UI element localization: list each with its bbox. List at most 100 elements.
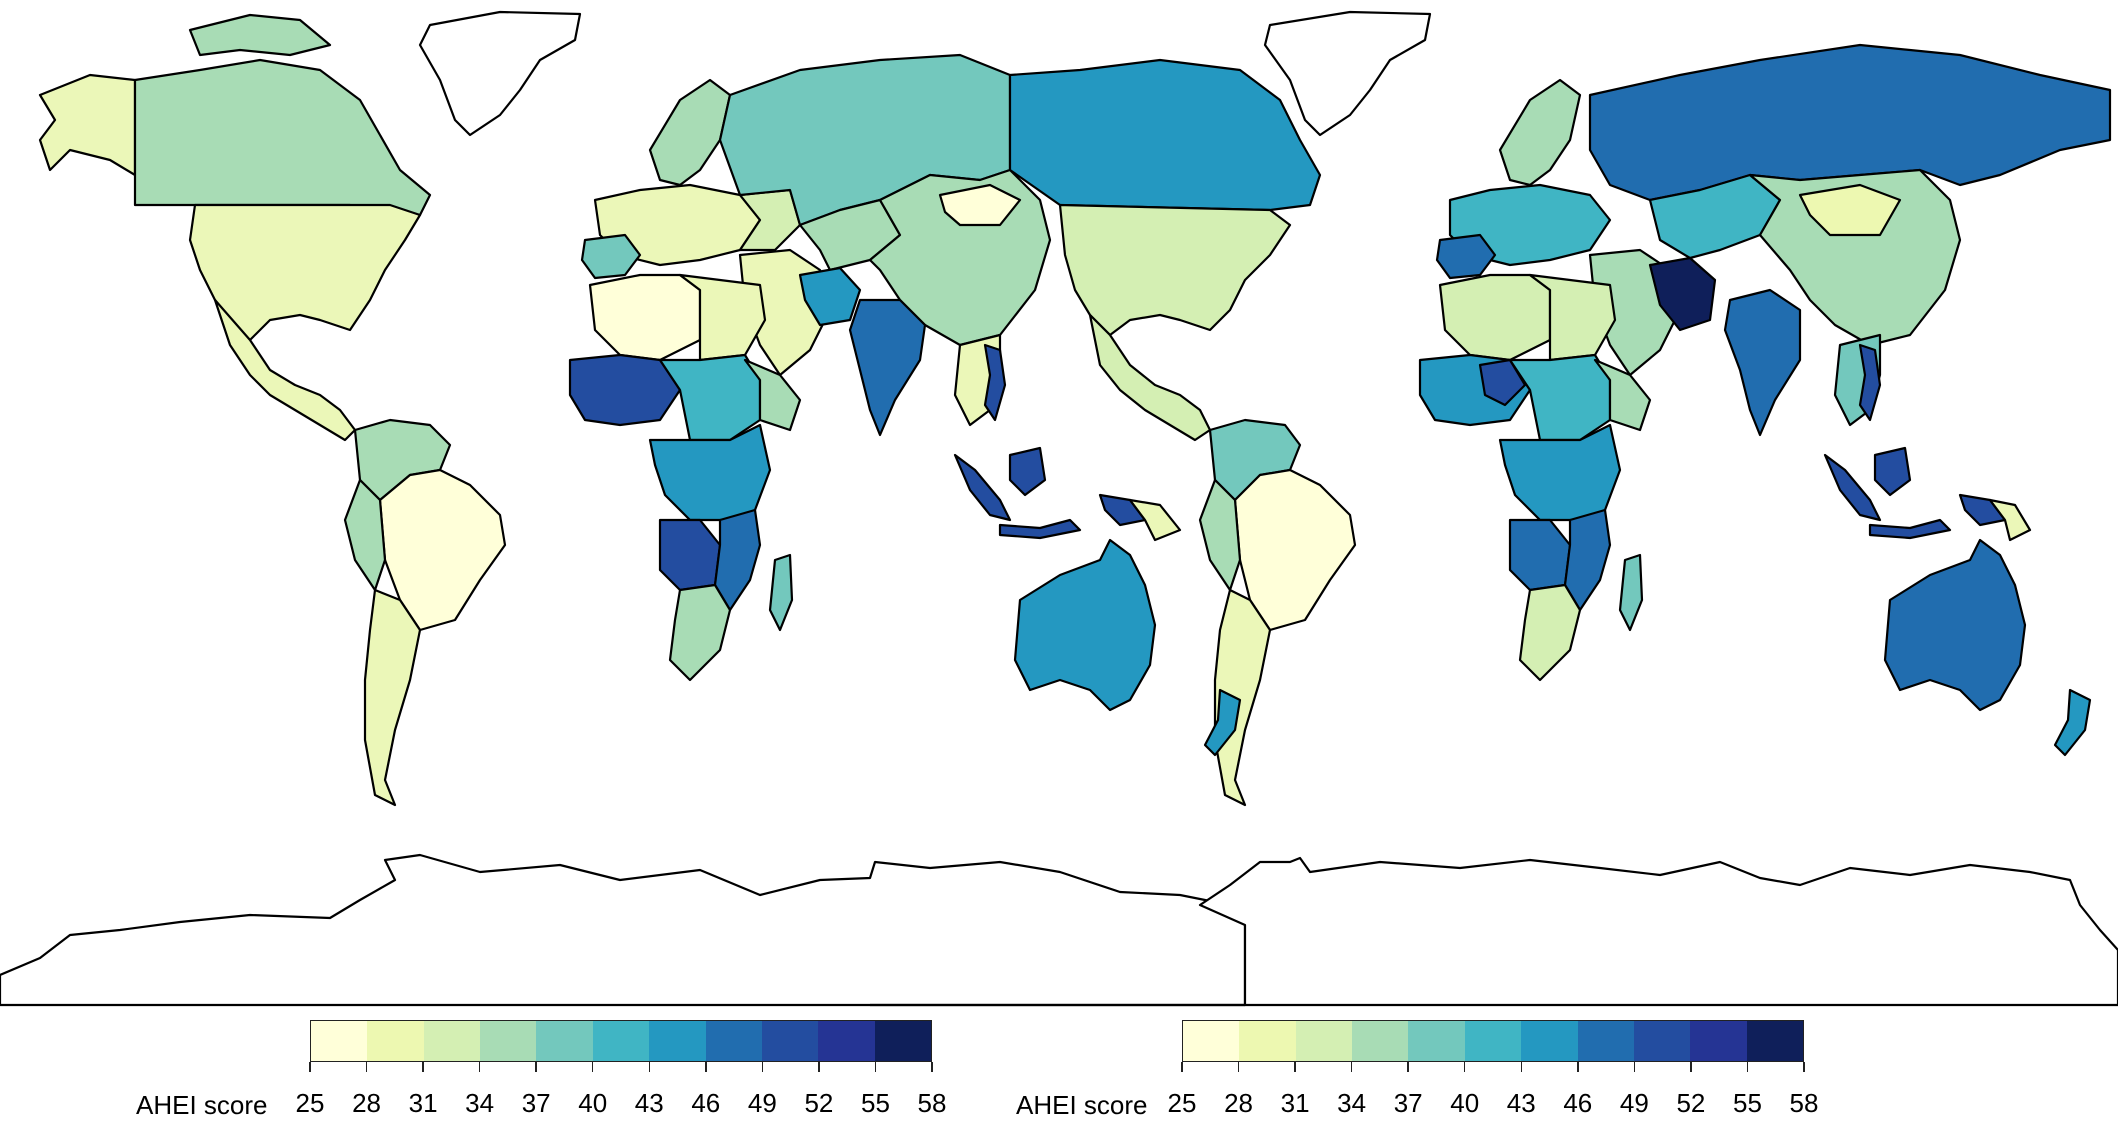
indonesia-borneo-right [1873, 446, 1912, 497]
legend-tick-mark [705, 1062, 707, 1072]
legend-swatch [1239, 1021, 1296, 1061]
legend-tick-mark [1746, 1062, 1749, 1072]
legend-swatch [1577, 1021, 1634, 1061]
angola [658, 518, 722, 592]
legend-tick-label: 43 [1506, 1088, 1536, 1118]
north-africa-west [588, 273, 702, 362]
india-right [1723, 288, 1802, 437]
legend-swatch [1633, 1021, 1691, 1061]
legend-tick-label: 25 [1167, 1088, 1197, 1118]
legend-tick-mark [931, 1062, 933, 1072]
central-africa [648, 423, 772, 522]
legend-tick-mark [591, 1062, 594, 1072]
legend-tick-label: 49 [747, 1088, 777, 1118]
legend-tick-label: 58 [1789, 1088, 1819, 1118]
legend-tick-label: 46 [1563, 1088, 1593, 1118]
madagascar-left [768, 553, 794, 632]
legend-title: AHEI score [1016, 1090, 1148, 1120]
legend-color-bar [1182, 1020, 1804, 1062]
legend-swatch [1183, 1021, 1240, 1061]
legend-tick-label: 40 [1450, 1088, 1480, 1118]
legend-swatch [818, 1021, 875, 1061]
india-left [848, 298, 927, 437]
legend-swatch [480, 1021, 537, 1061]
png-right [1988, 498, 2032, 542]
mongolia-right [1798, 183, 1902, 237]
legend-swatch [423, 1021, 481, 1061]
legend-tick-mark [422, 1062, 424, 1072]
choropleth-maps [0, 10, 2118, 1007]
angola-right [1508, 518, 1572, 592]
scandinavia-left [648, 78, 732, 187]
png-left [1128, 498, 1182, 542]
legend-swatch [874, 1021, 931, 1061]
legend-swatch [1690, 1021, 1747, 1061]
legend-tick-mark [1294, 1062, 1296, 1072]
legend-tick-label: 37 [521, 1088, 551, 1118]
legend-tick-label: 28 [1224, 1088, 1253, 1118]
legend-tick-mark [365, 1062, 368, 1072]
arctic-islands-left [188, 13, 332, 57]
legend-left: AHEI score 25 28 31 34 37 40 43 46 49 52 55 58 [0, 1020, 1000, 1120]
horn-of-africa-right [1593, 358, 1652, 432]
south-africa-left [668, 583, 732, 682]
vietnam-left [983, 343, 1007, 422]
legend-tick-mark [1181, 1062, 1183, 1072]
southern-africa-east [713, 508, 762, 612]
legend-tick-mark [648, 1062, 651, 1072]
legend-tick-label: 34 [465, 1088, 495, 1118]
legend-tick-label: 52 [1676, 1088, 1706, 1118]
mongolia-left [938, 183, 1022, 227]
iberia-right [1435, 233, 1497, 280]
south-africa-right [1518, 583, 1582, 682]
legend-tick-mark [1350, 1062, 1353, 1072]
papua-left [1098, 493, 1147, 527]
legend-swatch [367, 1021, 424, 1061]
legend-swatch [649, 1021, 706, 1061]
legend-tick-label: 55 [1732, 1088, 1762, 1118]
legend-tick-label: 31 [1280, 1088, 1310, 1118]
brazil [378, 468, 507, 632]
map-panel-right [1008, 10, 2118, 1007]
legend-swatch [1352, 1021, 1409, 1061]
legend-tick-label: 52 [804, 1088, 834, 1118]
madagascar-right [1618, 553, 1644, 632]
legend-swatch [592, 1021, 650, 1061]
legend-swatch [1746, 1021, 1803, 1061]
north-africa-east [678, 273, 767, 362]
legend-swatch [761, 1021, 819, 1061]
china-right [1748, 168, 1962, 347]
usa [188, 203, 422, 342]
legend-tick-mark [818, 1062, 820, 1072]
southern-cone [363, 588, 422, 807]
legend-tick-label: 37 [1393, 1088, 1423, 1118]
indonesia-sumatra-right [1823, 453, 1882, 522]
vietnam-right [1858, 343, 1882, 422]
southern-cone-right [1213, 588, 1272, 807]
brazil-right [1233, 468, 1357, 632]
legend-swatch [536, 1021, 593, 1061]
legend-right: AHEI score 25 28 31 34 37 40 43 46 49 52 55 58 [0, 1020, 2118, 1120]
north-africa-west-right [1438, 273, 1552, 362]
legend-tick-label: 46 [691, 1088, 721, 1118]
new-zealand-right [2053, 688, 2092, 757]
legend-tick-label: 55 [860, 1088, 890, 1118]
legend-title: AHEI score [136, 1090, 268, 1120]
scandinavia-right [1498, 78, 1582, 187]
legend-tick-mark [1407, 1062, 1409, 1072]
indonesia-islands-left [998, 518, 1082, 540]
southern-africa-east-right [1563, 508, 1612, 612]
indonesia-borneo-left [1008, 446, 1047, 497]
antarctica-left [0, 853, 1247, 1007]
legend-tick-mark [1463, 1062, 1466, 1072]
north-africa-east-right [1528, 273, 1617, 362]
legend-tick-mark [1237, 1062, 1240, 1072]
mali-right [1478, 358, 1527, 407]
legend-swatch [1464, 1021, 1522, 1061]
mexico-central-america [213, 298, 357, 442]
canada-right [1008, 58, 1322, 212]
legend-tick-mark [874, 1062, 877, 1072]
central-africa-right [1498, 423, 1622, 522]
map-panel-left [0, 10, 1247, 1007]
legend-tick-label: 31 [408, 1088, 438, 1118]
